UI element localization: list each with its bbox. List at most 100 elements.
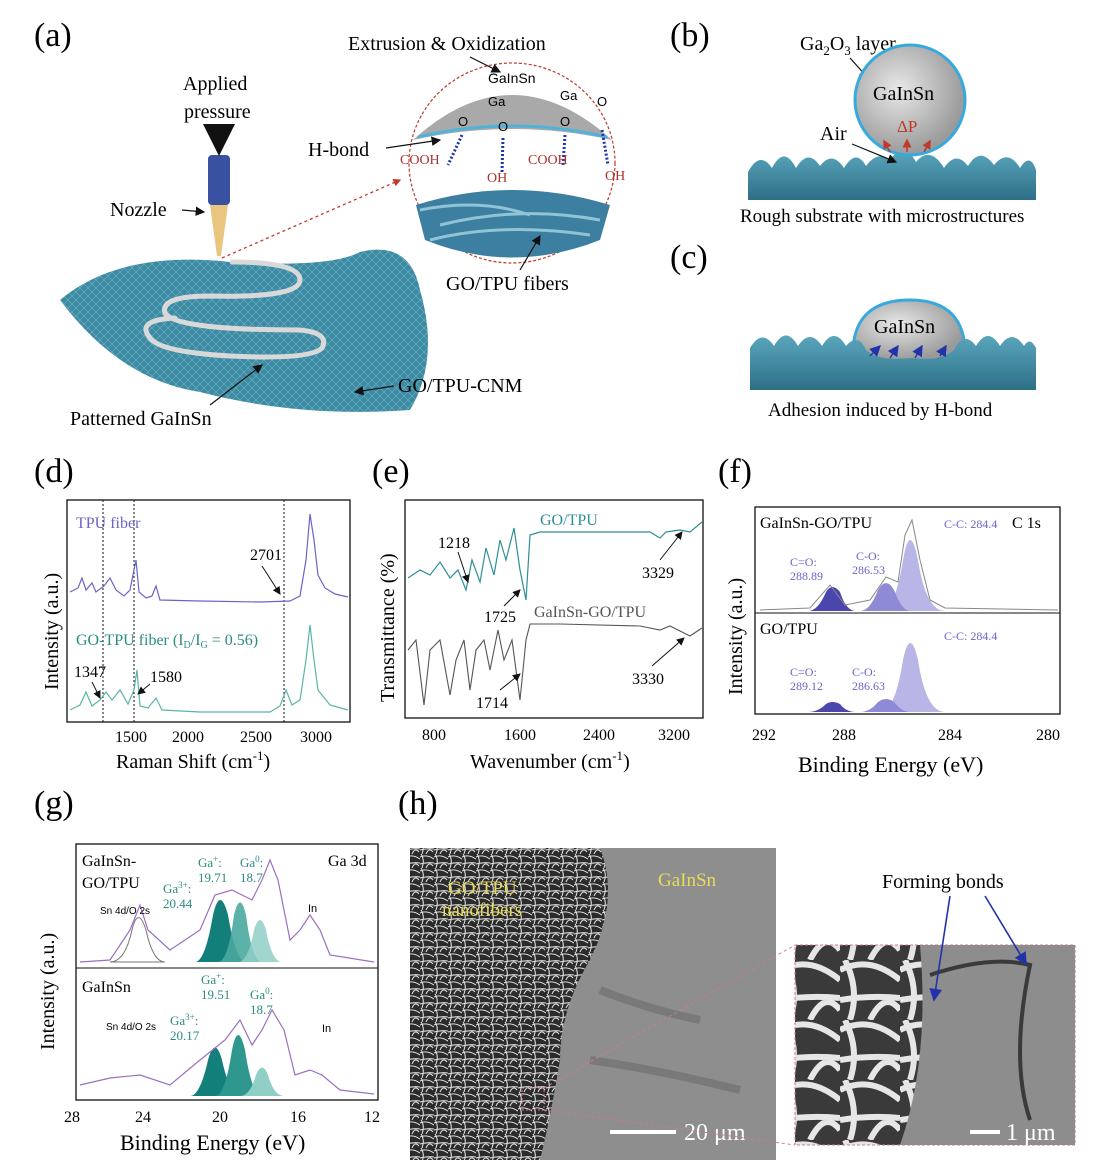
ga3d-top-ga3v: 20.44 <box>163 896 193 911</box>
c1s-tick-288: 288 <box>832 727 856 744</box>
ga3d-top-ga3: Ga3+: <box>163 880 191 896</box>
raman-tick-3000: 3000 <box>300 729 332 746</box>
ga3d-top-ga0: Ga0: <box>240 854 263 870</box>
c1s-tick-292: 292 <box>752 727 776 744</box>
panel-f-label: (f) <box>718 453 752 490</box>
panel-d: (d) TPU fiber GO-TPU fiber (ID/IG = 0.56… <box>34 453 351 773</box>
nozzle-body <box>208 155 230 205</box>
raman-frame <box>66 499 351 723</box>
nozzle-pointer <box>181 206 206 217</box>
sem-galnsn-label: GaInSn <box>658 870 717 891</box>
panel-c: (c) GaInSn Adhesion induced by H-bond <box>670 239 1036 421</box>
extrusion-label: Extrusion & Oxidization <box>348 33 546 55</box>
ga3d-top-in: In <box>308 903 317 915</box>
ga3d-bot-envelope <box>79 1008 375 1095</box>
ga3d-bot-ga3: Ga3+: <box>170 1012 198 1028</box>
ga3d-tick-12: 12 <box>364 1109 380 1126</box>
ftir-gotpu-label: GO/TPU <box>540 512 598 529</box>
ga3d-bot-ga0-peak <box>240 1067 284 1096</box>
adhesion-caption: Adhesion induced by H-bond <box>768 400 993 421</box>
ga3d-bot-sn: Sn 4d/O 2s <box>106 1022 156 1033</box>
cooh-1: COOH <box>400 153 440 168</box>
o-atom-1: O <box>458 114 468 129</box>
c1s-top-title: GaInSn-GO/TPU <box>760 515 872 532</box>
ga3d-top-envelope <box>79 858 375 963</box>
fibers-label: GO/TPU fibers <box>446 273 569 295</box>
ftir-tick-800: 800 <box>422 727 446 744</box>
panel-e: (e) GO/TPU GaInSn-GO/TPU 1218 1725 3329 … <box>372 453 704 773</box>
panel-b: (b) Ga2O3 layer GaInSn ΔP Air Rough subs… <box>670 17 1036 227</box>
ga3d-bot-ga0v: 18.7 <box>250 1002 273 1017</box>
ga3d-tag: Ga 3d <box>328 853 367 870</box>
c1s-tag: C 1s <box>1012 515 1041 532</box>
cnm-pointer <box>353 385 395 396</box>
ga3d-bot-ga3v: 20.17 <box>170 1028 200 1043</box>
c1s-top-cc: C-C: 284.4 <box>944 517 997 531</box>
ga3d-ylabel: Intensity (a.u.) <box>37 933 59 1050</box>
sem-fibers-label-1: GO/TPU <box>448 878 517 899</box>
rough-substrate-b <box>748 150 1036 200</box>
patterned-galnsn-line <box>143 259 327 360</box>
sem-fibers-label-2: nanofibers <box>442 900 522 921</box>
ga3d-top-sn-peak <box>109 917 166 963</box>
ga3d-top-ga0v: 18.7 <box>240 870 263 885</box>
c1s-bot-co2v: 286.63 <box>852 679 885 693</box>
ftir-ylabel: Transmittance (%) <box>377 553 399 702</box>
ga3d-bot-ga0: Ga0: <box>250 986 273 1002</box>
c1s-bot-co1-peak <box>808 702 856 712</box>
forming-bonds-label: Forming bonds <box>882 871 1004 893</box>
ftir-3329: 3329 <box>642 565 674 582</box>
o-atom-2: O <box>498 119 508 134</box>
ga3d-top-title-2: GO/TPU <box>82 875 140 892</box>
zoom-line <box>221 179 402 259</box>
ftir-xlabel: Wavenumber (cm-1) <box>470 748 630 773</box>
ftir-1218: 1218 <box>438 535 470 552</box>
ga3d-bot-title: GaInSn <box>82 979 131 996</box>
oh-1: OH <box>487 171 507 186</box>
gotpu-ftir-curve <box>407 521 703 601</box>
droplet-b <box>853 43 967 157</box>
raman-tick-2500: 2500 <box>240 729 272 746</box>
o-atom-3: O <box>560 114 570 129</box>
panel-h: (h) GO/TPU nanofibers GaInSn 20 μm 1 μm … <box>398 785 1076 1160</box>
ga3d-bot-ga1-peak <box>215 1035 262 1096</box>
ga3d-bot-in: In <box>322 1023 331 1035</box>
sem-bond-edge <box>929 959 1033 1121</box>
cooh-2: COOH <box>528 153 568 168</box>
raman-2701: 2701 <box>250 547 282 564</box>
pressure-label: pressure <box>184 101 251 123</box>
patterned-label: Patterned GaInSn <box>70 408 212 430</box>
c1s-top-co1-peak <box>808 587 856 611</box>
sem-scale-2: 1 μm <box>1006 1120 1056 1146</box>
ftir-tick-2400: 2400 <box>583 727 615 744</box>
droplet-c-label: GaInSn <box>874 316 935 338</box>
c1s-xlabel: Binding Energy (eV) <box>798 752 983 777</box>
galnsn-ftir-curve <box>407 623 703 706</box>
sem-fiber-region <box>410 848 608 1160</box>
ga-atom-1: Ga <box>488 94 506 109</box>
panel-a: (a) Applied pressure Nozzle Patterned Ga… <box>34 17 625 430</box>
ftir-frame <box>404 499 704 719</box>
ga3d-xlabel: Binding Energy (eV) <box>120 1130 305 1155</box>
panel-b-label: (b) <box>670 17 710 54</box>
rough-substrate-caption: Rough substrate with microstructures <box>740 206 1024 227</box>
patterned-pointer <box>209 364 263 406</box>
nozzle-tip <box>210 205 228 256</box>
ftir-tick-1600: 1600 <box>504 727 536 744</box>
c1s-top-co2: C-O: <box>856 549 880 563</box>
ga3d-bot-ga1: Ga+: <box>201 971 225 987</box>
c1s-top-co1v: 288.89 <box>790 569 823 583</box>
raman-1347: 1347 <box>74 664 106 681</box>
panel-c-label: (c) <box>670 239 708 276</box>
ga3d-top-ga1: Ga+: <box>198 854 222 870</box>
panel-g: (g) Ga 3d GaInSn- GO/TPU GaInSn Ga3+: 20… <box>34 785 380 1155</box>
ga3d-frame <box>75 843 379 1101</box>
sem-smooth-texture <box>589 986 741 1094</box>
raman-tick-1500: 1500 <box>115 729 147 746</box>
c1s-top-envelope <box>759 518 1059 611</box>
ga3d-tick-24: 24 <box>135 1109 151 1126</box>
c1s-tick-280: 280 <box>1036 727 1060 744</box>
panel-e-label: (e) <box>372 453 410 490</box>
sem-scale-1: 20 μm <box>684 1120 746 1146</box>
air-label: Air <box>820 123 847 145</box>
